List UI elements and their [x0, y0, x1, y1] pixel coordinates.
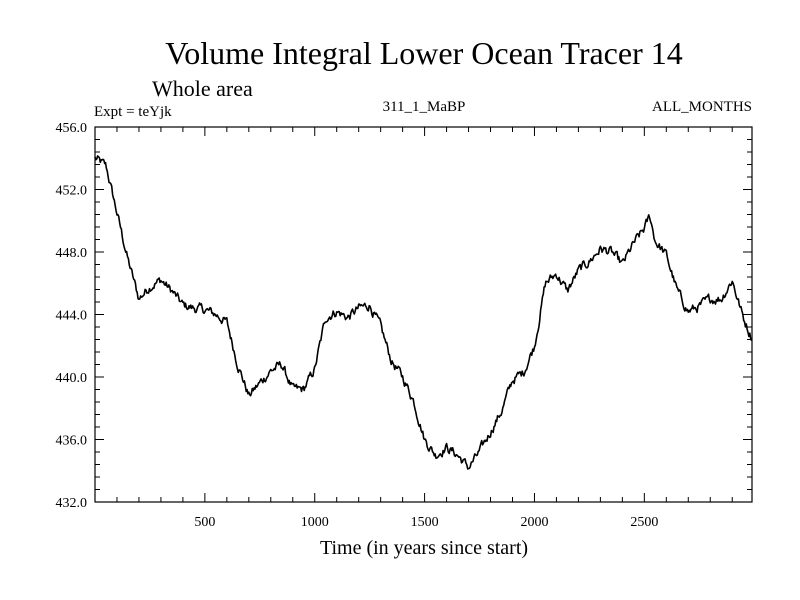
x-tick-label: 1000: [301, 515, 329, 530]
chart-title: Volume Integral Lower Ocean Tracer 14: [165, 35, 682, 71]
x-tick-label: 1500: [411, 515, 439, 530]
x-axis-label: Time (in years since start): [320, 537, 528, 559]
y-tick-label: 436.0: [56, 434, 88, 449]
months-label: ALL_MONTHS: [652, 99, 752, 115]
chart-subtitle: Whole area: [152, 76, 253, 101]
y-tick-label: 432.0: [56, 496, 88, 511]
x-tick-label: 2000: [520, 515, 548, 530]
series-line: [94, 155, 753, 470]
y-tick-label: 444.0: [56, 309, 88, 324]
y-tick-label: 440.0: [56, 371, 88, 386]
plot-axes: 500 1000 1500 2000 2500 432.0 436.0 440.0 444.0 4…: [56, 121, 753, 530]
plot-frame: [94, 126, 753, 503]
y-tick-label: 452.0: [56, 184, 88, 199]
x-tick-label: 500: [194, 515, 215, 530]
x-tick-label: 2500: [630, 515, 658, 530]
experiment-label: Expt = teYjk: [94, 104, 172, 120]
series-group: [94, 155, 753, 470]
y-tick-label: 456.0: [56, 121, 88, 136]
y-tick-label: 448.0: [56, 246, 88, 261]
run-label: 311_1_MaBP: [383, 99, 466, 115]
